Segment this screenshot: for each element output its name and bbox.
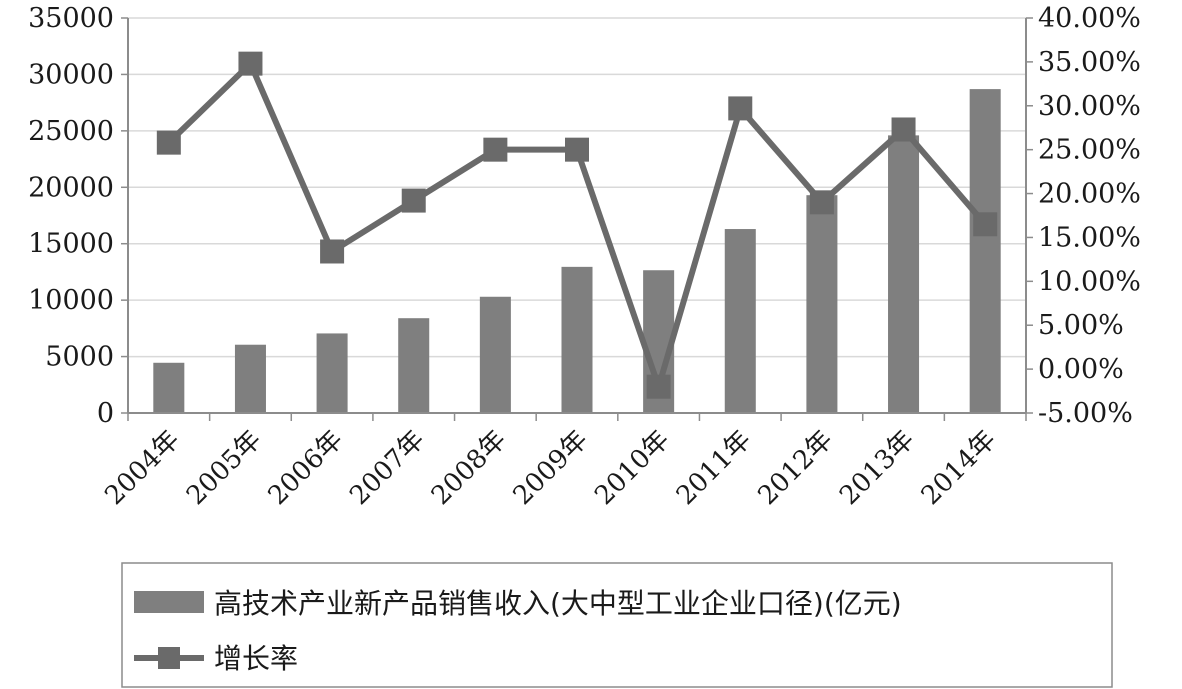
line-marker-2004年 xyxy=(156,130,181,155)
legend-box xyxy=(121,562,1113,688)
left-tick-label: 5000 xyxy=(45,342,114,373)
line-marker-2012年 xyxy=(809,190,834,215)
right-tick-label: 15.00% xyxy=(1038,222,1141,253)
bar-2012年 xyxy=(806,195,838,413)
line-marker-2006年 xyxy=(320,239,345,264)
right-tick-label: 20.00% xyxy=(1038,179,1141,210)
x-tick-label: 2006年 xyxy=(263,425,349,511)
right-tick-label: 25.00% xyxy=(1038,135,1141,166)
right-tick-label: -5.00% xyxy=(1038,398,1133,429)
bar-2004年 xyxy=(153,362,185,413)
bar-2006年 xyxy=(316,333,348,413)
line-marker-2010年 xyxy=(646,374,671,399)
bar-2013年 xyxy=(888,135,920,413)
line-marker-2007年 xyxy=(401,188,426,213)
legend-line-marker xyxy=(158,647,180,669)
x-axis-tick-labels: 2004年2005年2006年2007年2008年2009年2010年2011年… xyxy=(99,425,1002,511)
line-marker-2005年 xyxy=(238,51,263,76)
x-tick-label: 2005年 xyxy=(181,425,267,511)
x-tick-label: 2011年 xyxy=(671,425,757,511)
legend-bar-label: 高技术产业新产品销售收入(大中型工业企业口径)(亿元) xyxy=(214,587,902,620)
left-tick-label: 15000 xyxy=(28,229,114,260)
line-marker-2014年 xyxy=(973,212,998,237)
right-tick-label: 5.00% xyxy=(1038,310,1124,341)
left-tick-label: 20000 xyxy=(28,172,114,203)
line-marker-2013年 xyxy=(891,117,916,142)
line-marker-2008年 xyxy=(483,137,508,162)
growth-rate-line-series xyxy=(156,51,998,399)
left-tick-label: 0 xyxy=(97,398,114,429)
bar-2011年 xyxy=(724,229,756,413)
bar-2009年 xyxy=(561,266,593,413)
line-marker-2011年 xyxy=(728,96,753,121)
left-tick-label: 10000 xyxy=(28,285,114,316)
line-marker-2009年 xyxy=(565,137,589,162)
right-tick-label: 35.00% xyxy=(1038,47,1141,78)
legend-line-label: 增长率 xyxy=(214,642,298,675)
axes xyxy=(121,17,1033,421)
left-tick-label: 25000 xyxy=(28,116,114,147)
left-axis-tick-labels: 0 5000 10000 15000 20000 25000 30000 35000 xyxy=(28,3,114,429)
left-tick-label: 30000 xyxy=(28,59,114,90)
x-tick-label: 2007年 xyxy=(344,425,430,511)
left-tick-label: 35000 xyxy=(28,3,114,34)
x-tick-label: 2009年 xyxy=(508,425,594,511)
right-tick-label: 10.00% xyxy=(1038,266,1141,297)
x-tick-label: 2014年 xyxy=(916,425,1002,511)
right-axis-tick-labels: -5.00% 0.00% 5.00% 10.00% 15.00% 20.00% 25.00%… xyxy=(1038,3,1141,429)
right-tick-label: 30.00% xyxy=(1038,91,1141,122)
right-tick-label: 0.00% xyxy=(1038,354,1124,385)
bar-2008年 xyxy=(479,296,511,413)
x-tick-label: 2008年 xyxy=(426,425,512,511)
bar-series xyxy=(153,89,1001,413)
x-tick-label: 2010年 xyxy=(589,425,675,511)
x-tick-label: 2013年 xyxy=(834,425,920,511)
legend: 高技术产业新产品销售收入(大中型工业企业口径)(亿元) 增长率 xyxy=(121,562,1113,688)
bar-2005年 xyxy=(234,344,266,413)
legend-bar-swatch xyxy=(134,591,204,613)
right-tick-label: 40.00% xyxy=(1038,3,1141,34)
x-tick-label: 2012年 xyxy=(752,425,838,511)
x-tick-label: 2004年 xyxy=(99,425,185,511)
bar-2014年 xyxy=(969,89,1001,413)
bar-2007年 xyxy=(398,318,430,413)
